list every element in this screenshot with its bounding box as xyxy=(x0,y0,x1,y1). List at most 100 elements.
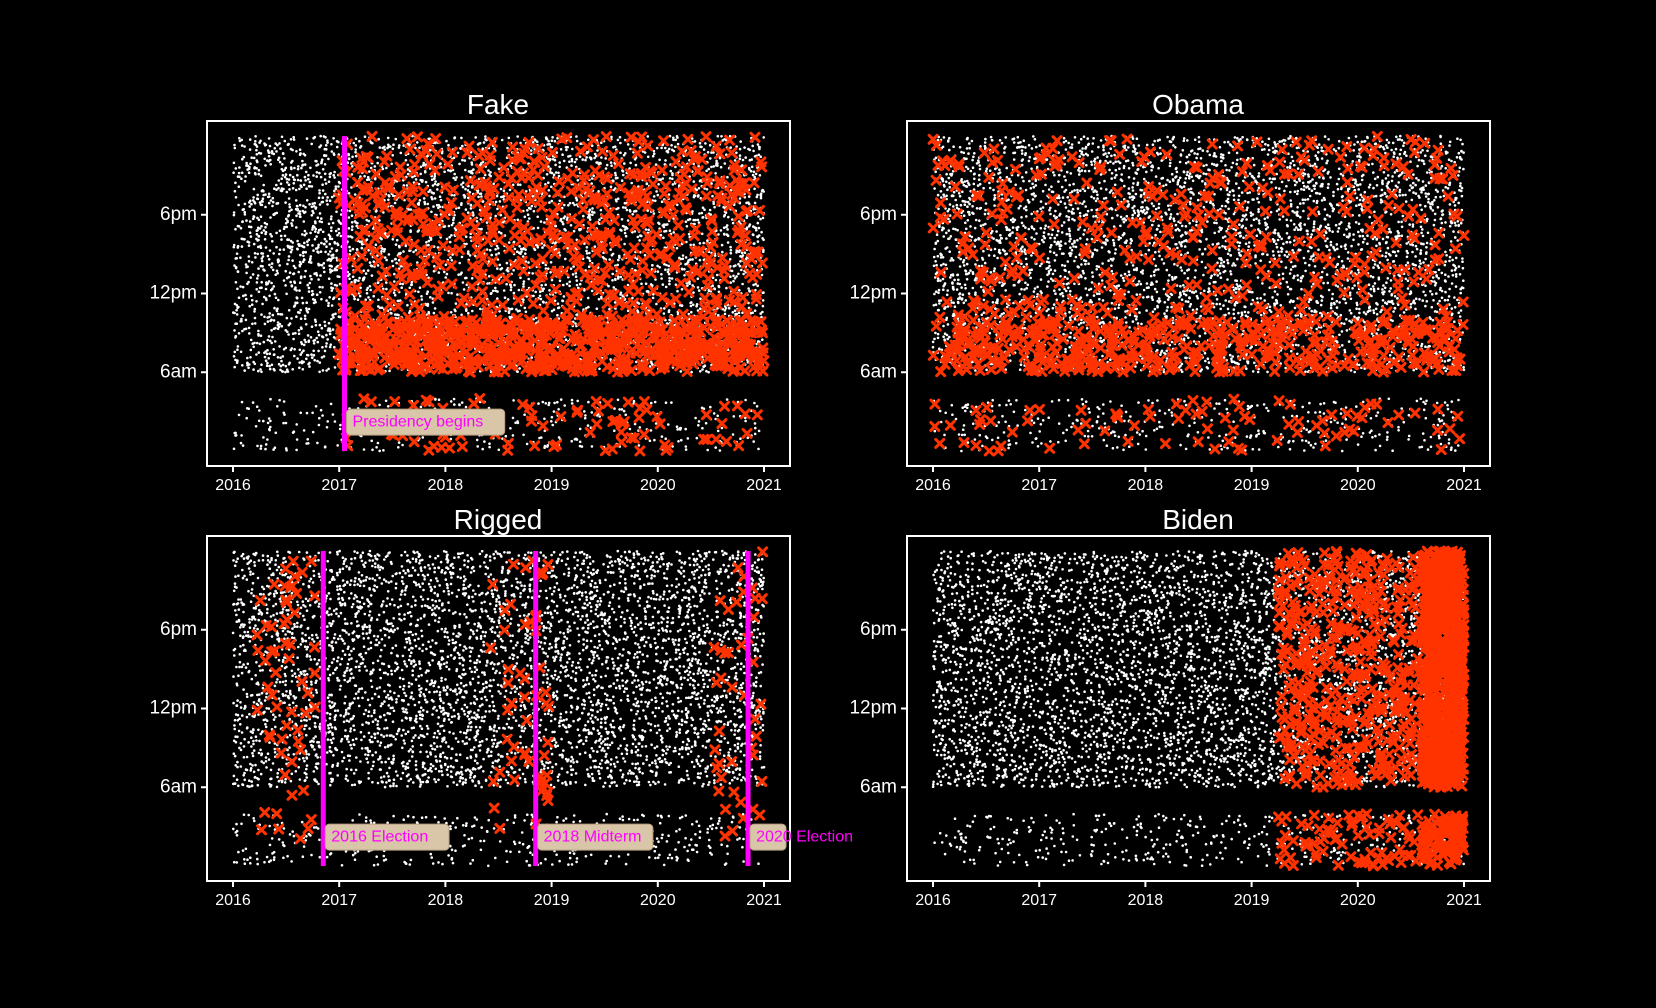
fake-background-point xyxy=(273,213,276,216)
fake-background-point xyxy=(253,202,257,205)
fake-background-point xyxy=(248,304,251,308)
fake-background-point xyxy=(465,309,468,313)
fake-background-point xyxy=(370,439,374,443)
fake-background-point xyxy=(467,311,470,315)
fake-background-point xyxy=(263,221,267,225)
fake-background-point xyxy=(756,235,759,239)
fake-background-point xyxy=(255,353,258,356)
fake-background-point xyxy=(240,177,243,180)
fake-background-point xyxy=(270,262,274,265)
fake-background-point xyxy=(493,147,496,150)
fake-background-point xyxy=(425,292,429,296)
fake-background-point xyxy=(539,220,543,223)
fake-background-point xyxy=(286,181,289,184)
fake-background-point xyxy=(708,208,712,212)
fake-background-point xyxy=(243,210,246,214)
fake-background-point xyxy=(266,338,270,342)
fake-background-point xyxy=(523,306,527,310)
fake-background-point xyxy=(652,195,656,198)
fake-background-point xyxy=(587,400,590,404)
fake-background-point xyxy=(254,425,258,428)
fake-background-point xyxy=(354,148,358,151)
fake-background-point xyxy=(618,135,622,139)
fake-background-point xyxy=(321,369,325,372)
fake-background-point xyxy=(296,167,300,171)
fake-background-point xyxy=(620,408,624,411)
fake-background-point xyxy=(653,438,656,442)
fake-background-point xyxy=(300,327,303,331)
fake-background-point xyxy=(509,308,512,311)
fake-background-point xyxy=(513,283,516,287)
fake-background-point xyxy=(243,179,247,183)
fake-background-point xyxy=(282,421,285,425)
fake-background-point xyxy=(260,280,264,284)
fake-background-point xyxy=(331,413,335,416)
fake-background-point xyxy=(761,216,765,220)
fake-background-point xyxy=(233,365,236,369)
fake-background-point xyxy=(271,268,275,272)
fake-background-point xyxy=(557,436,561,439)
fake-background-point xyxy=(259,368,262,371)
fake-background-point xyxy=(723,309,727,312)
fake-background-point xyxy=(353,297,356,301)
fake-background-point xyxy=(620,229,623,232)
fake-background-point xyxy=(679,370,683,373)
fake-background-point xyxy=(241,364,244,367)
fake-background-point xyxy=(449,437,453,441)
fake-background-point xyxy=(667,423,670,426)
fake-background-point xyxy=(265,298,268,302)
fake-background-point xyxy=(562,283,565,287)
fake-background-point xyxy=(233,189,237,193)
fake-background-point xyxy=(753,201,757,205)
fake-background-point xyxy=(381,247,384,251)
fake-background-point xyxy=(762,291,765,294)
fake-background-point xyxy=(263,238,267,241)
fake-background-point xyxy=(237,296,241,300)
fake-background-point xyxy=(671,183,675,186)
fake-background-point xyxy=(391,238,395,241)
fake-background-point xyxy=(664,146,667,150)
fake-background-point xyxy=(351,155,354,159)
fake-background-point xyxy=(500,232,503,235)
fake-background-point xyxy=(233,302,237,306)
fake-background-point xyxy=(586,424,590,427)
fake-background-point xyxy=(317,196,321,200)
fake-background-point xyxy=(318,191,321,195)
fake-background-point xyxy=(583,416,587,420)
fake-background-point xyxy=(259,264,263,268)
fake-background-point xyxy=(479,307,482,311)
fake-background-point xyxy=(306,240,309,243)
fake-background-point xyxy=(295,150,298,153)
fake-background-point xyxy=(629,161,632,165)
fake-background-point xyxy=(389,145,392,148)
fake-background-point xyxy=(479,227,483,231)
fake-background-point xyxy=(541,400,545,404)
fake-background-point xyxy=(253,362,257,366)
fake-background-point xyxy=(279,364,283,368)
fake-background-point xyxy=(234,434,237,437)
fake-background-point xyxy=(288,205,292,209)
fake-background-point xyxy=(290,285,294,288)
fake-background-point xyxy=(314,405,318,408)
fake-background-point xyxy=(571,147,574,151)
fake-background-point xyxy=(267,137,271,140)
fake-background-point xyxy=(686,218,690,222)
fake-background-point xyxy=(284,370,287,374)
fake-background-point xyxy=(268,352,272,356)
fake-background-point xyxy=(507,241,511,244)
fake-background-point xyxy=(406,163,410,167)
fake-background-point xyxy=(268,159,272,162)
fake-background-point xyxy=(350,214,354,217)
fake-background-point xyxy=(270,150,274,153)
fake-background-point xyxy=(335,145,339,149)
fake-background-point xyxy=(709,405,712,409)
fake-background-point xyxy=(733,277,737,280)
fake-background-point xyxy=(316,340,320,344)
fake-background-point xyxy=(729,251,733,255)
fake-background-point xyxy=(409,229,412,232)
fake-background-point xyxy=(305,357,308,361)
fake-background-point xyxy=(655,190,658,193)
fake-background-point xyxy=(464,235,468,238)
fake-background-point xyxy=(761,310,764,314)
fake-background-point xyxy=(550,199,554,203)
